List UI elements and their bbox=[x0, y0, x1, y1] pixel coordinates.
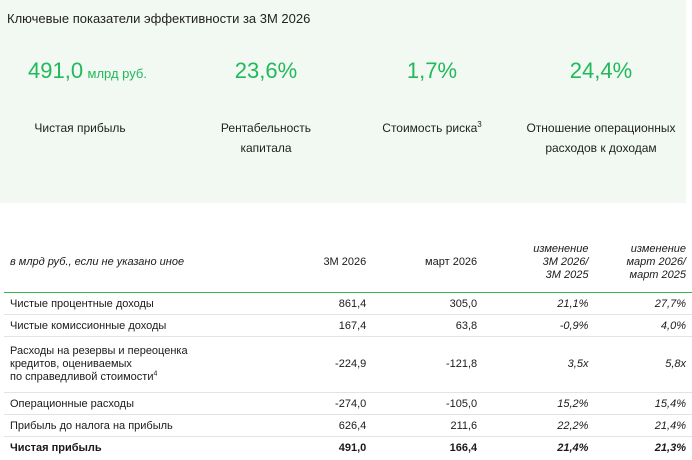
row-metric: Чистые комиссионные доходы bbox=[4, 314, 254, 337]
kpi-label-line: капитала bbox=[240, 141, 292, 155]
row-metric-line: Расходы на резервы и переоценка bbox=[10, 345, 188, 357]
footnote-mark: 4 bbox=[153, 370, 158, 378]
row-metric-line: по справедливой стоимости4 bbox=[10, 370, 247, 384]
table-row: Чистые процентные доходы 861,4 305,0 21,… bbox=[4, 292, 692, 315]
row-change-3m: -0,9% bbox=[483, 314, 595, 337]
header-line: март 2025 bbox=[629, 268, 686, 281]
kpi-roe: 23,6% bbox=[196, 58, 336, 84]
row-change-march: 4,0% bbox=[594, 314, 692, 337]
row-value-3m: -224,9 bbox=[253, 336, 373, 393]
kpi-label: Отношение операционных расходов к дохода… bbox=[516, 118, 686, 158]
kpi-unit: млрд руб. bbox=[87, 66, 147, 81]
kpi-label-line: Отношение операционных bbox=[526, 121, 676, 135]
row-value-march: 211,6 bbox=[372, 414, 484, 437]
kpi-label: Рентабельность капитала bbox=[196, 118, 336, 158]
footnote-mark: 3 bbox=[477, 120, 482, 129]
row-change-march: 21,4% bbox=[594, 414, 692, 437]
kpi-label: Чистая прибыль bbox=[34, 121, 126, 135]
row-change-3m: 21,4% bbox=[557, 441, 589, 454]
header-change-march: изменение март 2026/ март 2025 bbox=[594, 232, 692, 293]
row-change-3m: 22,2% bbox=[483, 414, 595, 437]
header-march: март 2026 bbox=[372, 232, 484, 293]
table-row: Расходы на резервы и переоценка кредитов… bbox=[4, 336, 692, 393]
kpi-value: 24,4% bbox=[569, 58, 633, 83]
row-value-march: -121,8 bbox=[372, 336, 484, 393]
header-line: изменение bbox=[630, 242, 686, 255]
row-value-3m: -274,0 bbox=[253, 392, 373, 415]
kpi-cost-of-risk: 1,7% bbox=[362, 58, 502, 84]
row-metric-text: по справедливой стоимости bbox=[10, 371, 154, 383]
header-3m: 3М 2026 bbox=[253, 232, 373, 293]
row-change-march: 27,7% bbox=[594, 292, 692, 315]
row-change-march: 5,8x bbox=[594, 336, 692, 393]
kpi-value: 1,7% bbox=[406, 58, 458, 83]
kpi-label-line: Рентабельность bbox=[220, 121, 312, 135]
row-change-3m: 21,1% bbox=[483, 292, 595, 315]
row-metric: Прибыль до налога на прибыль bbox=[4, 414, 254, 437]
row-metric: Расходы на резервы и переоценка кредитов… bbox=[4, 336, 254, 393]
row-value-3m: 861,4 bbox=[253, 292, 373, 315]
kpi-label-line: расходов к доходам bbox=[545, 141, 657, 155]
table-row: Прибыль до налога на прибыль 626,4 211,6… bbox=[4, 414, 692, 437]
table-row-total: Чистая прибыль 491,0 166,4 21,4% 21,3% bbox=[4, 437, 692, 459]
row-metric: Операционные расходы bbox=[4, 392, 254, 415]
kpi-label-text: Стоимость риска bbox=[382, 121, 478, 135]
kpi-panel: Ключевые показатели эффективности за 3М … bbox=[0, 0, 686, 203]
row-metric: Чистая прибыль bbox=[10, 441, 102, 454]
row-change-3m: 15,2% bbox=[483, 392, 595, 415]
kpi-label: Стоимость риска3 bbox=[362, 118, 502, 138]
row-change-march: 21,3% bbox=[654, 441, 686, 454]
row-change-march: 15,4% bbox=[594, 392, 692, 415]
row-metric-line: кредитов, оцениваемых bbox=[10, 358, 132, 370]
row-change-3m: 3,5x bbox=[483, 336, 595, 393]
header-metric: в млрд руб., если не указано иное bbox=[4, 232, 254, 293]
kpi-value: 491,0 bbox=[28, 58, 84, 83]
row-value-march: 63,8 bbox=[372, 314, 484, 337]
table-row: Операционные расходы -274,0 -105,0 15,2%… bbox=[4, 392, 692, 415]
financials-table: в млрд руб., если не указано иное 3М 202… bbox=[4, 232, 692, 458]
table-row: Чистые комиссионные доходы 167,4 63,8 -0… bbox=[4, 314, 692, 337]
row-metric: Чистые процентные доходы bbox=[4, 292, 254, 315]
row-value-march: -105,0 bbox=[372, 392, 484, 415]
header-line: 3М 2025 bbox=[545, 268, 589, 281]
row-value-3m: 626,4 bbox=[253, 414, 373, 437]
kpi-cir: 24,4% bbox=[516, 58, 686, 84]
kpi-title: Ключевые показатели эффективности за 3М … bbox=[7, 11, 311, 26]
row-value-march: 305,0 bbox=[372, 292, 484, 315]
kpi-net-profit: 491,0 млрд руб. bbox=[28, 58, 168, 84]
kpi-value: 23,6% bbox=[234, 58, 298, 83]
row-value-march: 166,4 bbox=[449, 441, 478, 454]
header-line: март 2026/ bbox=[626, 255, 686, 268]
header-line: изменение bbox=[533, 242, 589, 255]
header-line: 3М 2026/ bbox=[542, 255, 589, 268]
row-value-3m: 167,4 bbox=[253, 314, 373, 337]
table-header-row: в млрд руб., если не указано иное 3М 202… bbox=[4, 232, 692, 293]
header-change-3m: изменение 3М 2026/ 3М 2025 bbox=[483, 232, 595, 293]
row-value-3m: 491,0 bbox=[338, 441, 367, 454]
